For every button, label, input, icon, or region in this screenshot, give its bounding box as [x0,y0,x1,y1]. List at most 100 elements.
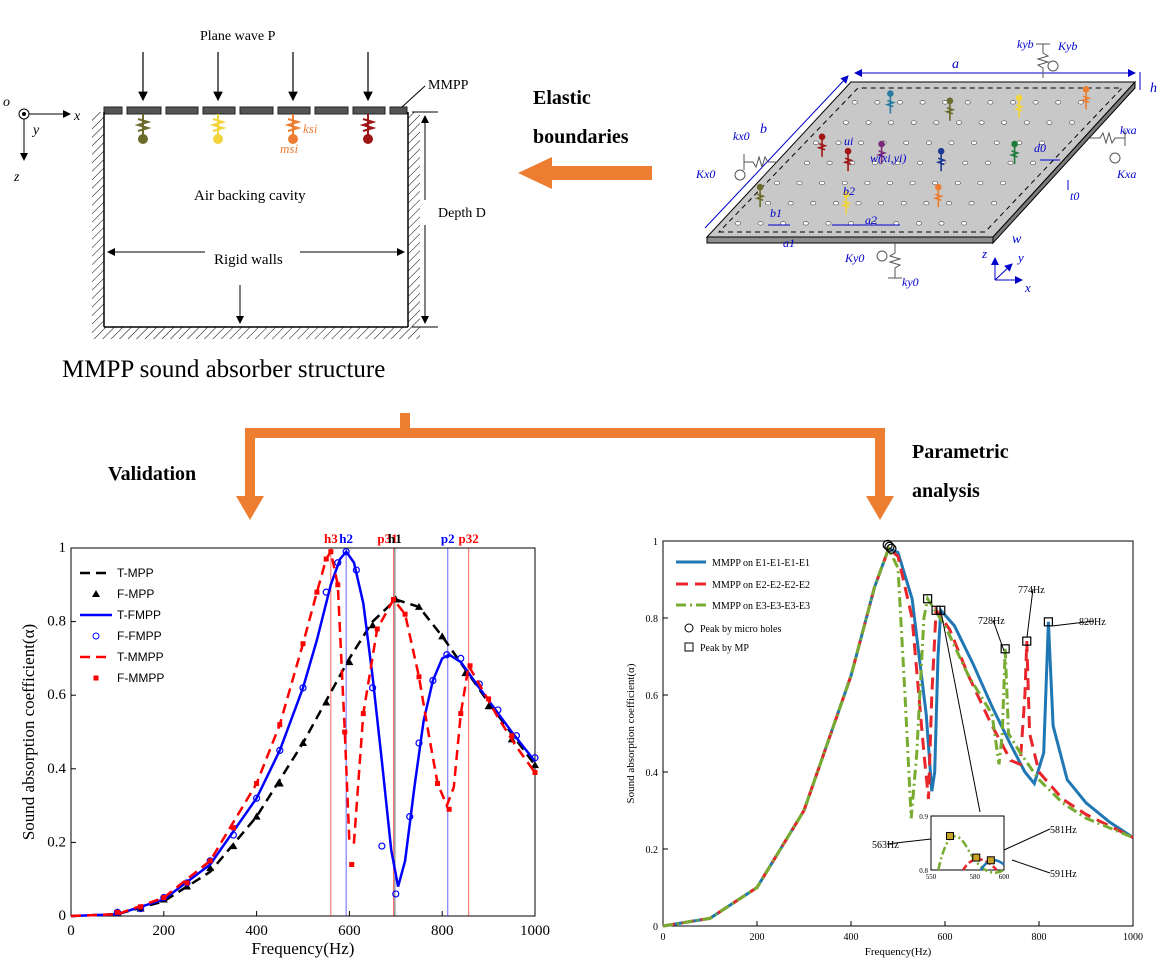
point-F-MMPP [114,909,120,915]
plate-resonator [944,97,956,121]
point-F-FMPP [342,548,350,556]
t0-label: t0 [1070,189,1079,203]
bottom-wall-hatch [92,327,420,339]
point-F-FMPP [369,684,377,692]
peak-micro-hole [884,541,895,552]
cavity-label: Air backing cavity [194,188,306,204]
plate-b-label: b [760,122,767,137]
point-F-MMPP [402,611,408,617]
micro-hole [919,100,926,105]
point-F-FMPP [531,754,539,762]
micro-hole [819,180,826,186]
legend-label: MMPP on E2-E2-E2-E2 [712,580,810,591]
micro-hole [900,201,907,206]
micro-hole [1000,180,1006,186]
plate-resonator [842,147,854,172]
ksi-label: ksi [303,121,318,136]
mmpp-plate-segments [103,106,408,115]
point-F-FMPP [443,651,451,659]
spring-kxa [1090,130,1126,164]
micro-hole [1069,120,1075,125]
point-F-FMPP [352,566,360,574]
plate-resonator [935,147,947,172]
annotation-label: 820Hz [1079,617,1106,628]
point-F-FMPP [253,794,261,802]
annotation-label: 728Hz [978,616,1005,627]
legend-label: MMPP on E1-E1-E1-E1 [712,558,810,569]
legend-label: F-FMPP [117,629,162,643]
x-tick-label: 200 [750,932,765,943]
micro-hole [903,140,910,145]
legend: MMPP on E1-E1-E1-E1 MMPP on E2-E2-E2-E2 MM… [676,558,810,654]
micro-hole [956,120,962,125]
micro-hole [933,120,940,125]
micro-hole [946,201,952,206]
point-F-FMPP [206,857,214,865]
point-F-MPP [345,658,354,666]
inset-y-tick: 0.9 [919,813,928,821]
peak-mp [931,605,941,615]
micro-hole [864,180,871,186]
micro-hole [978,120,985,125]
y-tick-label: 0.4 [47,761,66,777]
peak-mp [1022,636,1032,646]
plot-area [70,547,536,917]
micro-hole [887,180,893,186]
mmpp-pointer [401,85,426,108]
annotation-label: 563Hz [872,840,899,851]
kyb-label: kyb [1017,37,1034,51]
right-wall-hatch [408,112,420,327]
point-F-FMPP [429,676,437,685]
micro-hole [865,120,872,125]
legend-label: Peak by micro holes [700,624,781,635]
y-tick-label: 0.8 [646,614,659,625]
point-F-MMPP [532,769,538,775]
point-F-MMPP [328,549,334,555]
micro-hole [804,160,810,165]
plate-resonator [1080,85,1092,110]
peak-mp [923,594,933,604]
point-F-MMPP [509,733,515,739]
y-tick-label: 0 [653,922,658,933]
micro-hole [843,120,849,125]
micro-hole [787,201,794,206]
y-tick-label: 1 [653,537,658,548]
micro-hole [968,201,975,206]
micro-hole [923,201,930,206]
parametric-chart: 0 200 400 600 800 1000 0 0.2 0.4 0.6 0.8 1 Frequency… [625,537,1143,958]
inset-x-tick: 600 [999,873,1010,881]
y-tick-label: 0.6 [646,691,659,702]
plate-axis-y: y [1016,250,1024,265]
y-tick-label: 0 [59,908,67,924]
point-F-MMPP [342,729,348,735]
point-F-MPP [252,812,261,820]
mmpp-label: MMPP [428,78,469,93]
inset-x-tick: 580 [970,873,981,881]
point-F-MMPP [277,722,283,728]
micro-hole [757,221,764,226]
validation-chart: 0 200 400 600 800 1000 0 0.2 0.4 0.6 0.8 1 Frequency… [19,531,550,958]
resonator-olive [134,114,152,144]
spring-kyb [1036,43,1059,78]
micro-hole [948,140,955,145]
ky0-label: ky0 [902,275,919,289]
micro-hole [1055,100,1062,105]
elastic-label-line2: boundaries [533,126,629,148]
legend-label: T-MMPP [117,650,164,664]
micro-hole [925,140,932,145]
micro-hole [1030,160,1036,165]
vline-label-h2: h2 [339,531,353,546]
peak-mp [1043,617,1054,627]
micro-hole [991,201,998,206]
plate-axis-z: z [981,246,987,261]
point-F-MPP [206,864,215,872]
b1-label: b1 [770,206,782,220]
plate-w-label: w [1012,232,1022,247]
Kyb-label: Kyb [1057,39,1077,53]
plane-wave-label: Plane wave P [200,29,276,44]
y-tick-label: 0.4 [646,768,659,779]
legend-label: Peak by MP [700,643,749,654]
plate-axes [991,257,1023,284]
micro-hole [987,100,994,105]
